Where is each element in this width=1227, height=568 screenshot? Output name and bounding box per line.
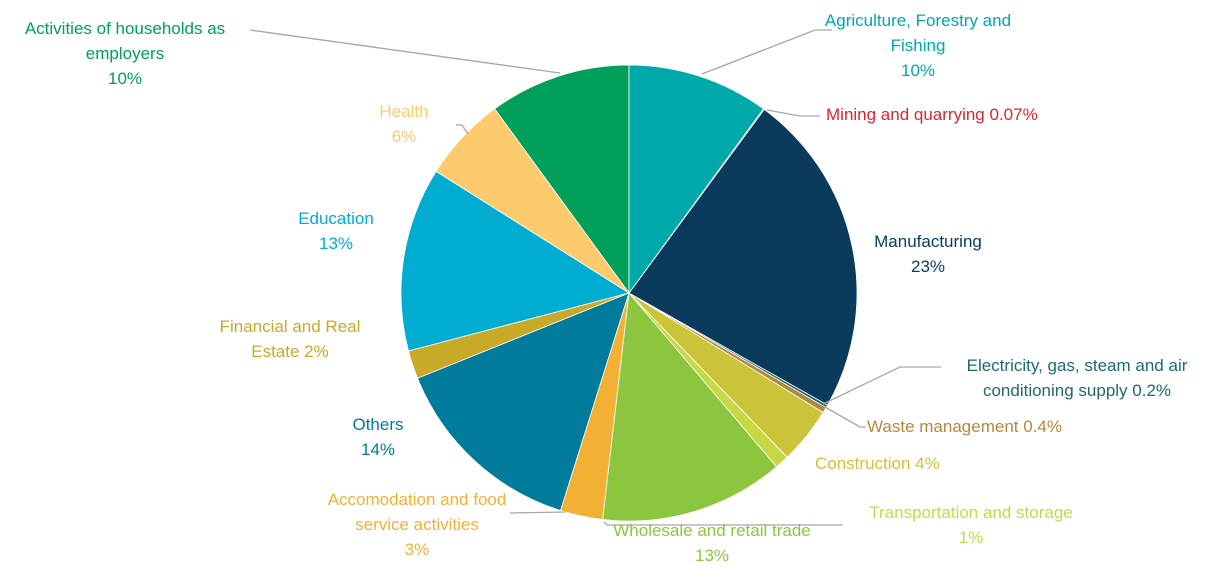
slice-label: Activities of households as employers 10% xyxy=(0,16,250,91)
value-label: 2% xyxy=(304,342,329,361)
leader-line xyxy=(509,511,567,514)
leader-line xyxy=(824,406,866,428)
category-name: Wholesale and retail trade xyxy=(613,521,811,540)
value-label: 13% xyxy=(694,546,730,565)
category-name: Education xyxy=(298,209,374,228)
category-name: Transportation and storage xyxy=(869,503,1073,522)
pie-slice xyxy=(628,64,764,295)
leader-line xyxy=(701,29,832,75)
value-label: 14% xyxy=(360,440,396,459)
slice-label: Transportation and storage 1% xyxy=(831,500,1111,550)
value-label: 4% xyxy=(915,454,940,473)
category-name: Activities of households as employers xyxy=(24,19,226,63)
pie-slice xyxy=(400,170,630,352)
category-name: Accomodation and food service activities xyxy=(327,490,507,534)
value-label: 0.2% xyxy=(1132,381,1172,400)
category-name: Agriculture, Forestry and Fishing xyxy=(824,11,1012,55)
pie-slice xyxy=(417,292,630,511)
slice-label: Electricity, gas, steam and air conditio… xyxy=(937,353,1217,403)
category-name: Waste management xyxy=(867,417,1019,436)
value-label: 1% xyxy=(958,528,984,547)
value-label: 23% xyxy=(910,257,946,276)
value-label: 10% xyxy=(900,61,936,80)
category-name: Construction xyxy=(815,454,911,473)
category-name: Manufacturing xyxy=(874,232,982,251)
leader-line xyxy=(822,366,941,405)
slice-label: Accomodation and food service activities… xyxy=(322,487,512,562)
pie-slice xyxy=(628,108,858,406)
slice-label: Mining and quarrying 0.07% xyxy=(826,102,1146,127)
category-name: Health xyxy=(379,102,429,121)
value-label: 10% xyxy=(107,69,143,88)
category-name: Electricity, gas, steam and air conditio… xyxy=(966,356,1188,400)
slice-label: Health 6% xyxy=(344,99,464,149)
leader-line xyxy=(456,124,469,135)
value-label: 6% xyxy=(391,127,417,146)
category-name: Financial and Real Estate xyxy=(219,317,361,361)
category-name: Others xyxy=(352,415,404,434)
slice-label: Construction 4% xyxy=(815,451,1115,476)
slice-label: Manufacturing 23% xyxy=(828,229,1028,279)
slice-label: Wholesale and retail trade 13% xyxy=(582,518,842,568)
value-label: 0.07% xyxy=(989,105,1038,124)
pie-slice xyxy=(602,292,778,522)
slice-label: Agriculture, Forestry and Fishing 10% xyxy=(818,8,1018,83)
leader-line xyxy=(249,29,561,74)
value-label: 0.4% xyxy=(1023,417,1062,436)
slice-label: Financial and Real Estate 2% xyxy=(205,314,375,364)
pie-slice xyxy=(494,64,630,295)
slice-label: Education 13% xyxy=(256,206,416,256)
value-label: 3% xyxy=(404,540,430,559)
category-name: Mining and quarrying xyxy=(826,105,985,124)
leader-line xyxy=(603,521,843,526)
leader-lines xyxy=(249,29,941,526)
value-label: 13% xyxy=(318,234,354,253)
slice-label: Others 14% xyxy=(318,412,438,462)
slice-label: Waste management 0.4% xyxy=(867,414,1167,439)
leader-line xyxy=(766,109,820,117)
